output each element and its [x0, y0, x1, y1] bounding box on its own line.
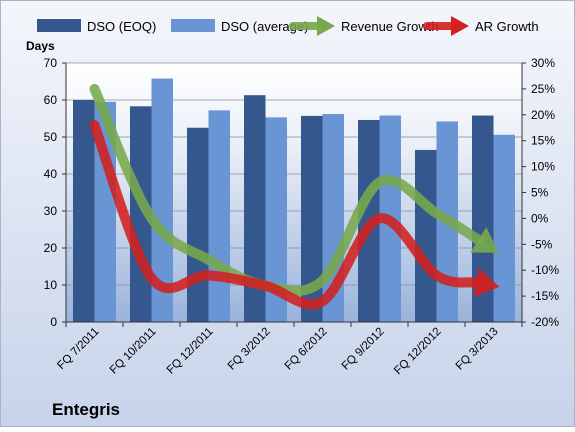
bar-dso-average	[151, 78, 173, 322]
y2-tick-label: 25%	[531, 82, 555, 96]
y-tick-label: 10	[44, 278, 58, 292]
company-name: Entegris	[52, 400, 120, 419]
growth-arrows	[89, 83, 500, 310]
bar-dso-eoq	[415, 149, 437, 322]
legend-arrowhead-revenue-growth	[317, 16, 335, 36]
y2-tick-label: -15%	[531, 289, 559, 303]
y2-tick-label: 30%	[531, 56, 555, 70]
y-tick-label: 50	[44, 130, 58, 144]
legend: DSO (EOQ) DSO (average) Revenue Growth AR G…	[37, 16, 539, 36]
bar-dso-eoq	[301, 115, 323, 322]
legend-swatch-dso-eoq	[37, 19, 81, 32]
legend-swatch-dso-average	[171, 19, 215, 32]
revenue-growth-arrowhead	[470, 227, 499, 253]
y-tick-label: 30	[44, 204, 58, 218]
bar-dso-average	[265, 117, 287, 322]
legend-label-revenue-growth: Revenue Growth	[341, 19, 439, 34]
y-axis-label: Days	[26, 39, 55, 53]
y2-tick-label: 20%	[531, 108, 555, 122]
y2-tick-label: 0%	[531, 211, 549, 225]
y2-tick-label: 15%	[531, 134, 555, 148]
y2-tick-label: -10%	[531, 263, 559, 277]
y-tick-label: 20	[44, 241, 58, 255]
bar-dso-average	[208, 110, 230, 322]
legend-label-dso-eoq: DSO (EOQ)	[87, 19, 156, 34]
revenue-growth-line	[89, 83, 484, 296]
y-tick-label: 0	[50, 315, 57, 329]
ar-growth-line	[89, 120, 481, 310]
bar-dso-eoq	[472, 115, 494, 322]
legend-arrowhead-ar-growth	[451, 16, 469, 36]
y2-tick-label: -20%	[531, 315, 559, 329]
y2-tick-label: -5%	[531, 237, 553, 251]
y2-tick-label: 10%	[531, 160, 555, 174]
y-tick-label: 70	[44, 56, 58, 70]
y-tick-label: 40	[44, 167, 58, 181]
legend-label-dso-average: DSO (average)	[221, 19, 308, 34]
bar-dso-eoq	[187, 127, 209, 322]
ar-growth-arrowhead	[473, 267, 500, 298]
y-tick-label: 60	[44, 93, 58, 107]
y2-tick-label: 5%	[531, 186, 549, 200]
bar-dso-average	[493, 134, 515, 322]
bar-dso-eoq	[73, 100, 95, 322]
legend-label-ar-growth: AR Growth	[475, 19, 539, 34]
bar-dso-eoq	[244, 95, 266, 322]
